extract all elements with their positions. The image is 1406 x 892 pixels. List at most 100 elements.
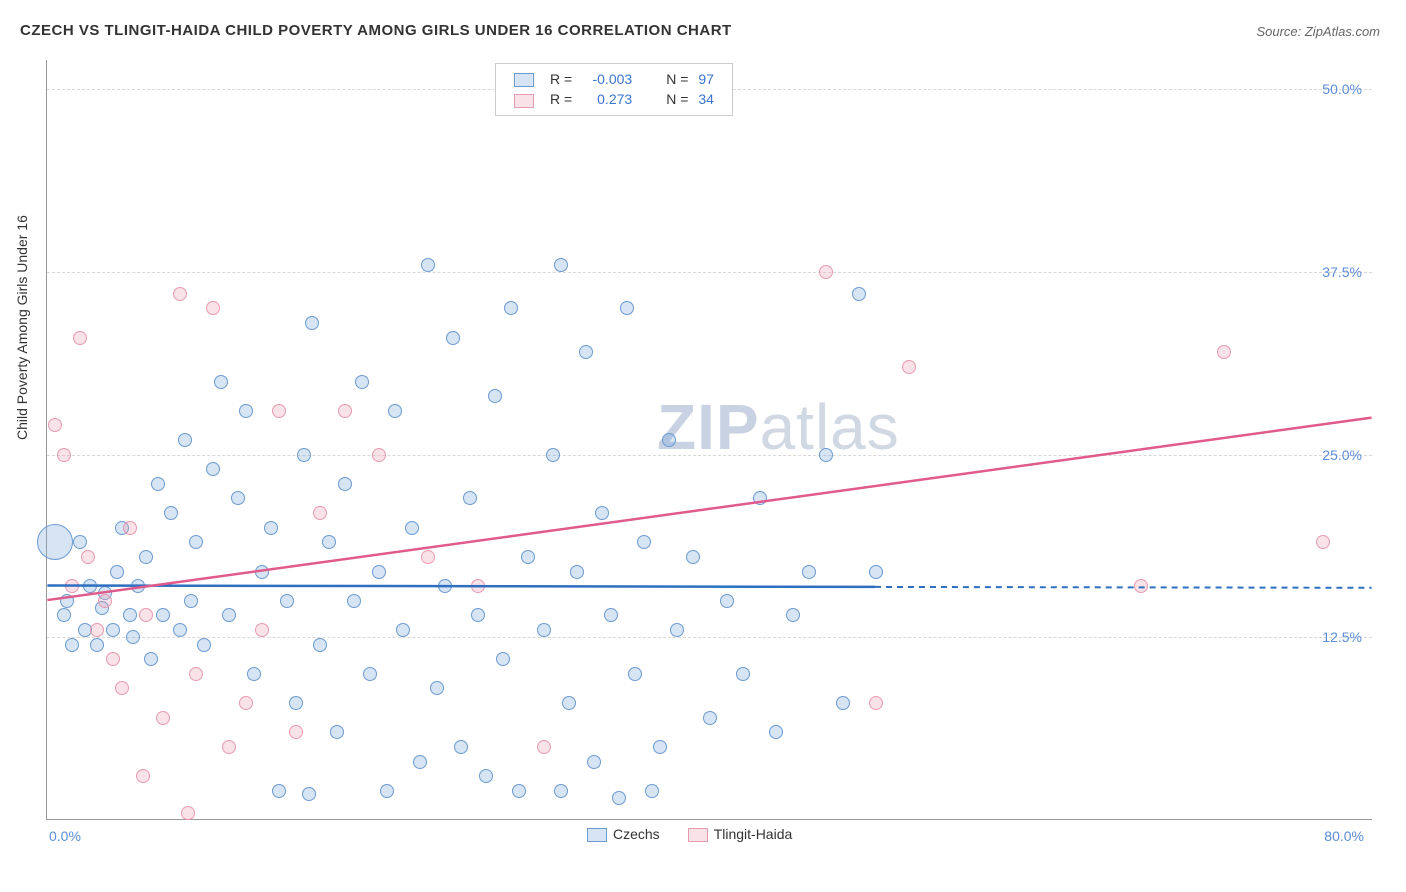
scatter-point-tlingit	[65, 579, 79, 593]
scatter-point-czechs	[753, 491, 767, 505]
watermark-bold: ZIP	[657, 391, 760, 463]
scatter-point-tlingit	[106, 652, 120, 666]
scatter-point-czechs	[380, 784, 394, 798]
scatter-point-czechs	[446, 331, 460, 345]
scatter-point-tlingit	[338, 404, 352, 418]
scatter-point-tlingit	[255, 623, 269, 637]
x-tick-label: 0.0%	[49, 828, 81, 844]
scatter-point-czechs	[322, 535, 336, 549]
scatter-point-tlingit	[81, 550, 95, 564]
scatter-point-czechs	[604, 608, 618, 622]
scatter-point-czechs	[612, 791, 626, 805]
scatter-point-czechs	[628, 667, 642, 681]
scatter-point-czechs	[653, 740, 667, 754]
scatter-point-czechs	[90, 638, 104, 652]
scatter-point-czechs	[126, 630, 140, 644]
watermark: ZIPatlas	[657, 390, 900, 464]
scatter-point-czechs	[65, 638, 79, 652]
scatter-point-czechs	[463, 491, 477, 505]
scatter-point-czechs	[313, 638, 327, 652]
gridline	[47, 455, 1372, 456]
scatter-point-czechs	[405, 521, 419, 535]
scatter-point-czechs	[73, 535, 87, 549]
scatter-point-tlingit	[239, 696, 253, 710]
scatter-point-czechs	[852, 287, 866, 301]
scatter-point-czechs	[819, 448, 833, 462]
scatter-point-czechs	[388, 404, 402, 418]
scatter-point-czechs	[151, 477, 165, 491]
scatter-point-czechs	[156, 608, 170, 622]
scatter-point-czechs	[396, 623, 410, 637]
scatter-point-czechs	[512, 784, 526, 798]
y-tick-label: 37.5%	[1322, 264, 1362, 280]
scatter-point-czechs	[836, 696, 850, 710]
scatter-point-czechs	[330, 725, 344, 739]
scatter-point-czechs	[144, 652, 158, 666]
scatter-point-czechs	[280, 594, 294, 608]
series-legend: CzechsTlingit-Haida	[587, 826, 820, 842]
scatter-point-tlingit	[313, 506, 327, 520]
x-tick-label: 80.0%	[1324, 828, 1364, 844]
scatter-point-czechs	[372, 565, 386, 579]
scatter-point-tlingit	[372, 448, 386, 462]
scatter-point-tlingit	[136, 769, 150, 783]
scatter-point-tlingit	[189, 667, 203, 681]
scatter-point-tlingit	[181, 806, 195, 820]
scatter-point-czechs	[537, 623, 551, 637]
stats-legend: R = -0.003 N = 97 R = 0.273 N = 34	[495, 63, 733, 116]
scatter-point-czechs	[247, 667, 261, 681]
scatter-point-czechs	[289, 696, 303, 710]
scatter-point-czechs	[471, 608, 485, 622]
scatter-point-czechs	[83, 579, 97, 593]
scatter-point-czechs	[554, 784, 568, 798]
y-tick-label: 25.0%	[1322, 447, 1362, 463]
scatter-point-czechs	[139, 550, 153, 564]
scatter-point-tlingit	[869, 696, 883, 710]
scatter-point-czechs	[720, 594, 734, 608]
y-tick-label: 12.5%	[1322, 629, 1362, 645]
scatter-point-czechs	[562, 696, 576, 710]
scatter-point-tlingit	[206, 301, 220, 315]
scatter-point-tlingit	[421, 550, 435, 564]
scatter-point-czechs	[297, 448, 311, 462]
gridline	[47, 272, 1372, 273]
scatter-point-tlingit	[272, 404, 286, 418]
scatter-point-czechs	[579, 345, 593, 359]
scatter-point-czechs	[184, 594, 198, 608]
scatter-point-czechs	[173, 623, 187, 637]
scatter-point-czechs	[496, 652, 510, 666]
scatter-point-czechs	[736, 667, 750, 681]
scatter-point-tlingit	[537, 740, 551, 754]
scatter-point-tlingit	[173, 287, 187, 301]
scatter-point-czechs	[164, 506, 178, 520]
scatter-point-czechs	[802, 565, 816, 579]
stats-table: R = -0.003 N = 97 R = 0.273 N = 34	[508, 68, 720, 111]
scatter-point-czechs	[587, 755, 601, 769]
scatter-point-tlingit	[1134, 579, 1148, 593]
scatter-point-czechs	[504, 301, 518, 315]
scatter-point-czechs	[189, 535, 203, 549]
gridline	[47, 637, 1372, 638]
scatter-point-tlingit	[1316, 535, 1330, 549]
scatter-point-czechs	[60, 594, 74, 608]
scatter-point-tlingit	[222, 740, 236, 754]
scatter-point-tlingit	[90, 623, 104, 637]
scatter-point-tlingit	[73, 331, 87, 345]
scatter-point-czechs	[438, 579, 452, 593]
scatter-point-tlingit	[115, 681, 129, 695]
scatter-point-tlingit	[48, 418, 62, 432]
scatter-point-czechs	[264, 521, 278, 535]
scatter-point-czechs	[214, 375, 228, 389]
scatter-point-czechs	[769, 725, 783, 739]
source-label: Source: ZipAtlas.com	[1256, 24, 1380, 39]
scatter-point-tlingit	[902, 360, 916, 374]
scatter-point-czechs	[488, 389, 502, 403]
scatter-point-czechs	[37, 524, 73, 560]
scatter-point-czechs	[637, 535, 651, 549]
scatter-point-tlingit	[471, 579, 485, 593]
scatter-point-czechs	[570, 565, 584, 579]
scatter-point-tlingit	[289, 725, 303, 739]
scatter-point-tlingit	[1217, 345, 1231, 359]
scatter-point-czechs	[231, 491, 245, 505]
scatter-point-czechs	[255, 565, 269, 579]
